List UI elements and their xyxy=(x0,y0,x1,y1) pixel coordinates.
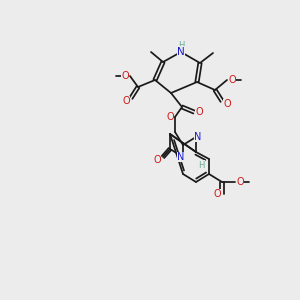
Text: O: O xyxy=(166,112,174,122)
Text: O: O xyxy=(228,75,236,85)
Text: O: O xyxy=(236,177,244,187)
Text: O: O xyxy=(213,189,221,199)
Text: O: O xyxy=(122,96,130,106)
Text: O: O xyxy=(121,71,129,81)
Text: H: H xyxy=(198,160,204,169)
Text: O: O xyxy=(195,107,203,117)
Text: N: N xyxy=(194,132,202,142)
Text: O: O xyxy=(153,155,161,165)
Text: H: H xyxy=(178,40,184,50)
Text: N: N xyxy=(177,152,185,162)
Text: O: O xyxy=(223,99,231,109)
Text: N: N xyxy=(177,47,185,57)
